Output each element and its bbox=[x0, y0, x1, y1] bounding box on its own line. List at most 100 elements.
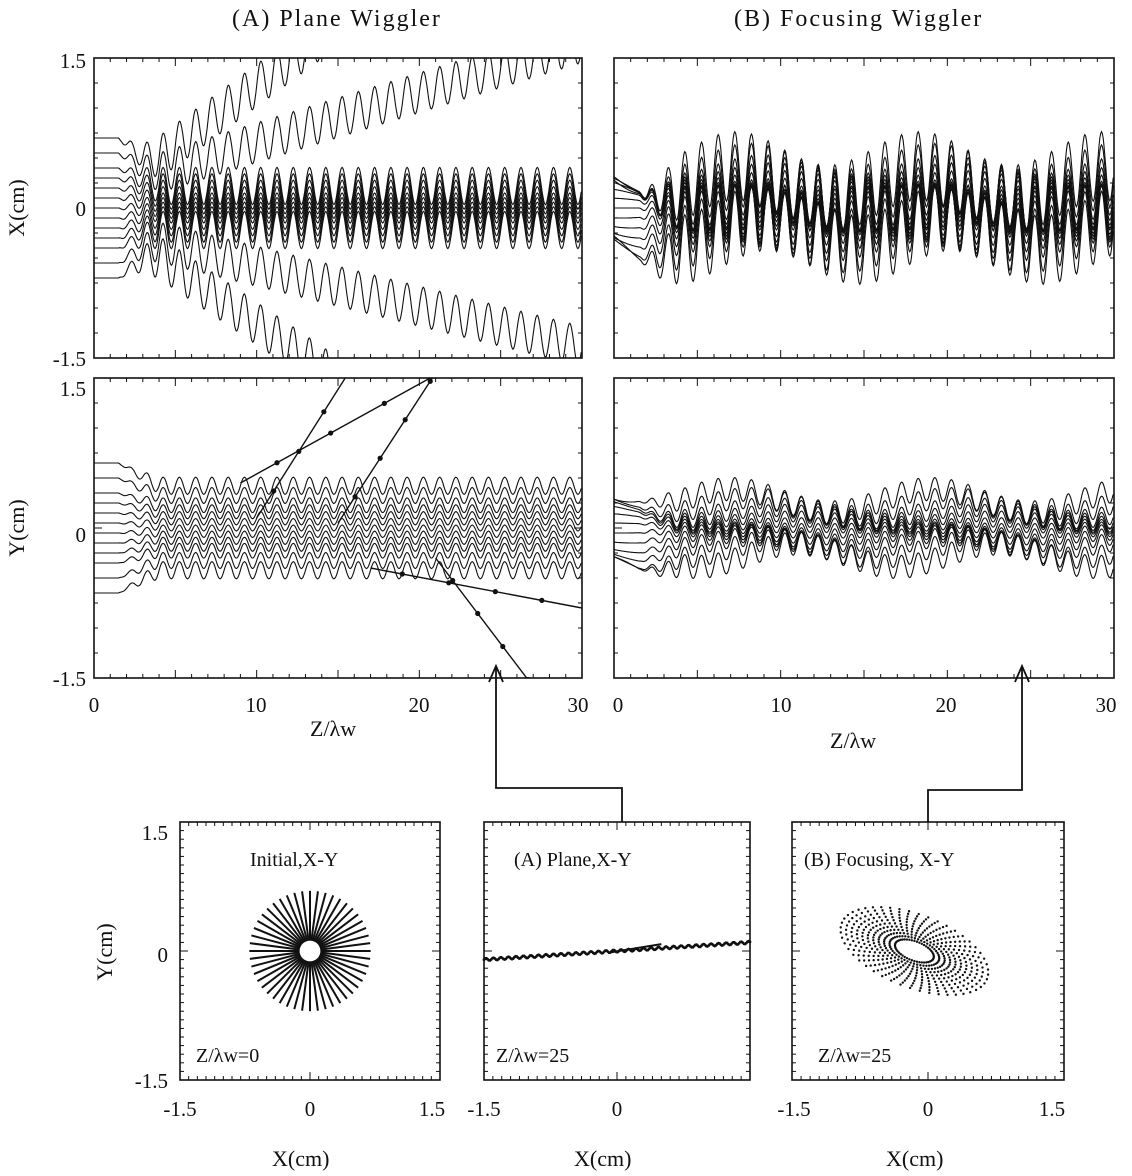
focus-point bbox=[963, 971, 967, 974]
focus-point bbox=[886, 925, 889, 929]
initial-ray bbox=[318, 920, 364, 947]
focus-point bbox=[915, 915, 919, 918]
focus-point bbox=[959, 965, 963, 968]
panel-initial-title: Initial,X-Y bbox=[250, 849, 338, 871]
ray-marker bbox=[346, 370, 351, 375]
focus-point bbox=[872, 954, 875, 958]
focus-point bbox=[864, 925, 868, 929]
focus-point bbox=[958, 940, 962, 943]
focus-point bbox=[963, 945, 967, 948]
focus-point bbox=[907, 974, 910, 978]
focus-point bbox=[889, 957, 893, 960]
focus-point bbox=[882, 926, 885, 930]
focus-point bbox=[952, 990, 956, 993]
focus-point bbox=[867, 954, 870, 958]
initial-ray bbox=[319, 934, 369, 950]
initial-ray bbox=[251, 934, 301, 950]
focus-point bbox=[899, 922, 902, 926]
focus-point bbox=[945, 931, 949, 934]
focus-point bbox=[947, 976, 950, 979]
focus-point bbox=[919, 964, 922, 967]
focus-point bbox=[936, 938, 939, 942]
focus-point bbox=[941, 983, 945, 987]
focus-point bbox=[882, 940, 886, 943]
focus-point bbox=[910, 939, 914, 942]
focus-point bbox=[954, 960, 957, 963]
focus-point bbox=[929, 971, 932, 974]
focus-point bbox=[878, 936, 881, 939]
initial-ray bbox=[313, 960, 335, 1008]
focus-point bbox=[965, 964, 968, 967]
focus-point bbox=[882, 962, 885, 965]
focus-point bbox=[892, 977, 896, 981]
focus-point bbox=[860, 922, 863, 926]
focus-point bbox=[948, 936, 951, 939]
focus-point bbox=[901, 938, 904, 941]
focus-point bbox=[898, 913, 901, 917]
focus-point bbox=[958, 944, 962, 948]
focus-point bbox=[884, 915, 887, 919]
focus-point bbox=[915, 963, 919, 966]
focus-point bbox=[961, 973, 965, 977]
initial-ray bbox=[256, 920, 302, 947]
focus-point bbox=[903, 938, 906, 941]
focus-point bbox=[926, 946, 930, 950]
focus-point bbox=[963, 940, 966, 943]
focus-point bbox=[858, 949, 861, 952]
focus-point bbox=[924, 935, 927, 938]
focus-point bbox=[945, 924, 948, 928]
focus-point bbox=[881, 909, 884, 912]
xy-y-axis-label: Y(cm) bbox=[92, 923, 117, 980]
focus-point bbox=[968, 958, 972, 961]
focus-point bbox=[893, 928, 896, 932]
focus-point bbox=[906, 932, 909, 935]
focus-point bbox=[860, 945, 863, 949]
focus-point bbox=[950, 951, 953, 954]
trajectory-10 bbox=[94, 166, 582, 206]
focus-point bbox=[912, 962, 916, 965]
ray-marker bbox=[525, 676, 530, 678]
trajectory-4 bbox=[94, 201, 582, 237]
tick-za-30: 30 bbox=[568, 693, 589, 717]
focus-point bbox=[953, 957, 957, 961]
ray-marker bbox=[450, 577, 456, 584]
focus-point bbox=[905, 920, 908, 924]
focus-point bbox=[910, 959, 914, 962]
focus-point bbox=[945, 950, 948, 954]
initial-ray bbox=[278, 959, 306, 1004]
focus-point bbox=[952, 954, 955, 957]
focus-point bbox=[887, 972, 891, 975]
initial-ray bbox=[261, 956, 303, 989]
focus-point bbox=[959, 989, 963, 992]
plot-a-y-trajectories bbox=[94, 370, 582, 678]
focus-point bbox=[977, 956, 980, 959]
trajectory-7 bbox=[94, 185, 582, 220]
focus-point bbox=[878, 963, 881, 966]
focus-point bbox=[856, 929, 859, 932]
focus-point bbox=[905, 938, 909, 941]
focus-point bbox=[965, 987, 969, 991]
focus-point bbox=[911, 967, 914, 971]
initial-ray bbox=[314, 959, 342, 1004]
focus-point bbox=[900, 972, 903, 975]
tick-xy3-neg1.5: -1.5 bbox=[777, 1097, 810, 1121]
focus-point bbox=[849, 943, 852, 946]
focus-point bbox=[913, 939, 916, 943]
focus-point bbox=[890, 947, 893, 951]
focus-point bbox=[953, 982, 957, 986]
focus-point bbox=[979, 961, 983, 964]
initial-ray bbox=[293, 892, 309, 942]
focus-point bbox=[862, 928, 866, 931]
focus-point bbox=[873, 963, 877, 967]
tick-za-0: 0 bbox=[89, 693, 100, 717]
focus-point bbox=[945, 980, 949, 983]
focus-point bbox=[905, 956, 909, 960]
trajectory-12 bbox=[94, 58, 320, 178]
focus-point bbox=[982, 957, 986, 960]
focus-point bbox=[986, 968, 990, 971]
focus-point bbox=[954, 993, 958, 996]
focus-point bbox=[895, 931, 899, 935]
panel-focusing-title: (B) Focusing, X-Y bbox=[804, 849, 955, 871]
focus-point bbox=[906, 960, 909, 963]
focus-point bbox=[925, 927, 929, 930]
